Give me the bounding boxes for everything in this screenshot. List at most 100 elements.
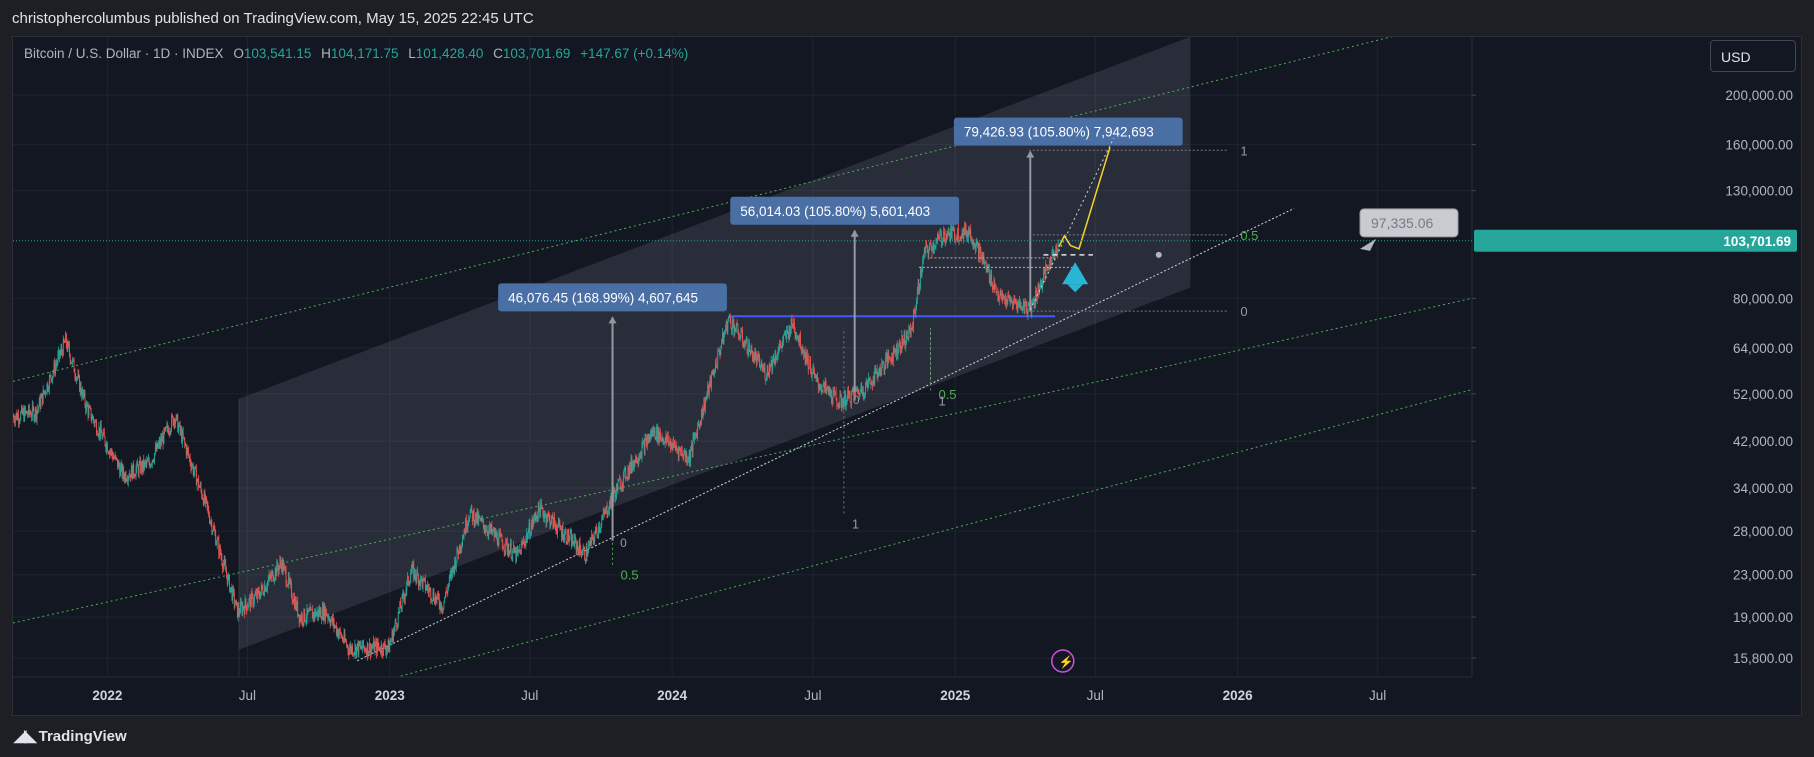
candle-body (481, 518, 483, 521)
candle-body (763, 367, 765, 369)
candle-body (117, 458, 118, 468)
candle-body (926, 245, 928, 252)
candle-body (317, 610, 319, 617)
candle-body (88, 407, 90, 416)
candle-body (279, 560, 281, 566)
candle-body (93, 420, 95, 425)
candle-body (330, 619, 332, 625)
candle-body (112, 454, 114, 460)
price-tick-label: 23,000.00 (1733, 568, 1793, 583)
candle-body (105, 445, 107, 450)
candle-body (285, 570, 287, 584)
candle-body (64, 341, 66, 343)
candle-body (169, 432, 171, 434)
candle-body (134, 474, 135, 477)
candle-body (86, 403, 88, 407)
candle-body (827, 386, 828, 388)
candle-body (24, 408, 26, 421)
candle-body (324, 605, 326, 620)
candle-body (403, 593, 405, 598)
candle-body (802, 349, 804, 354)
candle-body (332, 618, 334, 624)
candle-body (522, 542, 524, 544)
candle-body (731, 327, 733, 331)
candle-body (180, 429, 182, 432)
candle-body (483, 524, 485, 531)
candle-body (147, 460, 149, 462)
candle-body (369, 643, 371, 652)
candle-body (613, 489, 615, 496)
candle-body (707, 384, 709, 395)
candle-body (231, 587, 233, 601)
candle-body (642, 442, 644, 446)
candle-body (983, 256, 985, 265)
candle-body (745, 337, 747, 343)
flash-icon (1051, 649, 1075, 673)
candle-body (40, 397, 42, 408)
candle-body (207, 505, 209, 509)
measure-label-box (730, 196, 960, 225)
candle-body (847, 390, 849, 396)
candle-body (502, 541, 504, 549)
candle-body (969, 228, 971, 235)
candle-body (210, 521, 212, 523)
candle-body (630, 458, 632, 470)
candle-body (703, 401, 705, 412)
candle-body (877, 373, 879, 377)
candle-body (487, 532, 489, 535)
candle-body (280, 560, 282, 564)
candle-body (839, 395, 841, 407)
candle-body (841, 396, 842, 407)
close-value: 103,701.69 (502, 46, 571, 61)
tradingview-brand[interactable]: ◢◣ TradingView (14, 726, 127, 746)
candle-body (686, 453, 688, 462)
candle-body (920, 269, 922, 277)
candle-body (21, 407, 22, 413)
candle-body (431, 599, 433, 601)
candle-body (898, 344, 900, 353)
candle-body (246, 605, 248, 611)
candle-body (989, 279, 991, 283)
candle-body (910, 329, 912, 337)
candle-body (303, 609, 305, 623)
candle-body (559, 523, 561, 529)
candle-body (26, 411, 28, 415)
candle-body (849, 391, 851, 402)
candle-body (957, 228, 959, 242)
candle-body (711, 372, 712, 387)
candle-body (766, 366, 768, 378)
candle-body (530, 534, 531, 537)
candle-body (657, 427, 659, 441)
candle-body (614, 489, 616, 493)
candle-body (985, 262, 986, 264)
candle-body (120, 466, 121, 476)
candle-body (73, 359, 75, 373)
candle-body (164, 428, 166, 431)
candle-body (145, 462, 147, 464)
candle-body (254, 594, 256, 596)
currency-button[interactable]: USD (1710, 40, 1796, 72)
candle-body (730, 320, 732, 328)
candle-body (917, 284, 919, 291)
candle-body (493, 529, 495, 537)
candle-body (896, 343, 898, 356)
candle-body (1014, 300, 1016, 303)
candle-body (16, 413, 18, 420)
candle-body (486, 529, 488, 533)
candle-body (702, 411, 704, 418)
candle-body (476, 511, 478, 522)
candle-body (106, 443, 108, 450)
candle-body (198, 478, 200, 488)
candle-body (742, 342, 744, 345)
candle-body (229, 575, 231, 592)
candle-body (472, 511, 474, 521)
candle-body (38, 398, 40, 407)
candle-body (321, 618, 323, 620)
candle-body (746, 337, 748, 354)
candle-body (349, 645, 351, 650)
chart-frame[interactable] (12, 36, 1802, 716)
candle-body (90, 408, 92, 420)
candle-body (972, 242, 974, 245)
candle-body (377, 641, 379, 647)
